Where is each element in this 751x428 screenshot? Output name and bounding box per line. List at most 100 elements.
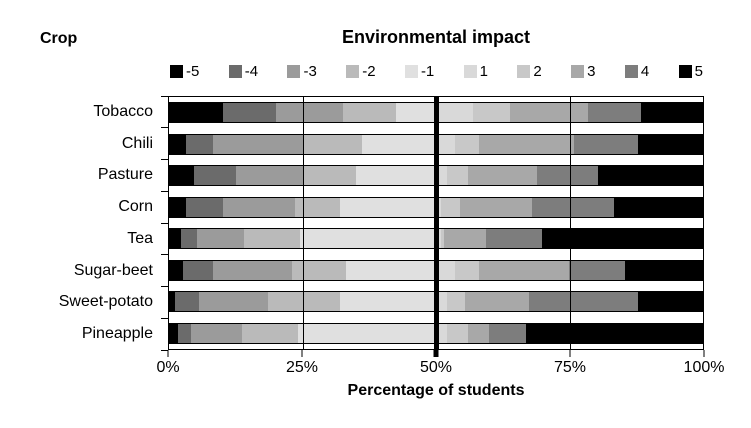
legend-label: 2	[533, 62, 542, 80]
bar-segment	[212, 134, 303, 154]
x-tick	[167, 350, 169, 357]
bar-segment	[443, 229, 487, 249]
bar-segment	[292, 260, 346, 280]
bar-segment	[361, 134, 436, 154]
bar-segment	[212, 260, 293, 280]
bar-segment	[435, 260, 455, 280]
bar-segment	[193, 166, 237, 186]
bar-segment	[183, 260, 213, 280]
bar-segment	[223, 197, 295, 217]
bar-segment	[587, 103, 641, 123]
y-tick	[161, 286, 168, 287]
bar-segment	[473, 103, 511, 123]
bar-segment	[614, 197, 702, 217]
bar-segment	[467, 323, 490, 343]
y-axis-label: Chili	[121, 134, 153, 152]
y-axis-label: Tobacco	[93, 102, 153, 120]
bar-segment	[531, 197, 615, 217]
y-axis-labels: Tobacco Chili Pasture Corn Tea Sugar-beet Swee…	[0, 96, 160, 350]
legend-label: 3	[587, 62, 596, 80]
legend-item: -3	[287, 63, 317, 80]
gridline-75pct	[569, 97, 571, 349]
stacked-bar	[169, 133, 703, 155]
bar-segment	[396, 103, 436, 123]
y-tick	[161, 222, 168, 224]
bar-segment	[180, 229, 197, 249]
bar-segment	[529, 292, 639, 312]
bar-segment	[598, 166, 702, 186]
legend-swatch	[571, 64, 585, 78]
legend-swatch	[404, 64, 418, 78]
bar-segment	[435, 134, 455, 154]
legend-label: 1	[479, 62, 489, 80]
y-axis-label: Tea	[127, 229, 153, 247]
bar-segment	[568, 260, 625, 280]
legend-label: 5	[694, 62, 703, 80]
x-tick	[703, 350, 705, 357]
legend-swatch	[624, 64, 638, 78]
x-tick-label: 50%	[419, 359, 453, 376]
x-tick-label: 75%	[553, 359, 587, 376]
legend-swatch	[517, 64, 531, 78]
y-tick	[161, 159, 168, 160]
x-tick	[301, 350, 303, 357]
bar-segment	[489, 323, 527, 343]
y-tick	[161, 349, 168, 351]
bar-segment	[170, 103, 224, 123]
bar-segment	[340, 292, 436, 312]
bar-segment	[199, 292, 269, 312]
bar-segment	[435, 166, 447, 186]
bar-segment	[241, 323, 298, 343]
bar-segment	[537, 166, 599, 186]
bar-segment	[435, 323, 447, 343]
bar-segment	[574, 134, 639, 154]
bar-segment	[175, 292, 200, 312]
plot-area	[168, 96, 704, 350]
bar-segment	[542, 229, 702, 249]
bar-segment	[478, 260, 569, 280]
legend-item: -1	[404, 63, 434, 80]
bar-segment	[478, 134, 575, 154]
bar-segment	[302, 166, 357, 186]
bar-row	[169, 223, 703, 255]
legend-item: 4	[624, 63, 649, 80]
bar-segment	[340, 197, 436, 217]
x-tick	[433, 350, 439, 357]
x-axis-title: Percentage of students	[347, 382, 525, 399]
x-axis-tick-labels: 0% 25% 50% 75% 100%	[156, 359, 724, 377]
chart-title: Environmental impact	[341, 27, 531, 47]
x-tick-label: 0%	[156, 359, 180, 376]
crop-column-header: Crop	[40, 30, 78, 47]
legend-item: -4	[228, 62, 259, 80]
x-tick-label: 25%	[285, 359, 319, 376]
gridline-25pct	[302, 97, 304, 349]
legend-swatch	[463, 64, 477, 78]
bar-segment	[624, 260, 702, 280]
bar-segment	[236, 166, 303, 186]
y-tick	[161, 190, 168, 192]
legend-item: 1	[463, 62, 489, 80]
y-axis-label: Corn	[118, 198, 153, 216]
bar-segment	[441, 197, 460, 217]
legend-item: 5	[678, 62, 703, 80]
y-tick	[161, 317, 168, 319]
x-tick	[569, 350, 571, 357]
bar-row	[169, 286, 703, 318]
bar-segment	[446, 323, 468, 343]
legend-label: -5	[186, 62, 200, 80]
stacked-bar	[169, 291, 703, 313]
legend-swatch	[678, 64, 692, 78]
legend-label: -4	[244, 62, 259, 80]
legend-item: -2	[346, 63, 376, 80]
bar-segment	[170, 260, 184, 280]
y-axis-label: Sugar-beet	[73, 261, 153, 279]
bar-segment	[467, 166, 538, 186]
bar-segment	[345, 260, 436, 280]
bar-segment	[170, 166, 194, 186]
bar-segment	[185, 134, 213, 154]
bar-segment	[441, 229, 444, 249]
bar-segment	[526, 323, 702, 343]
reference-line-50pct	[434, 97, 439, 349]
stacked-bar	[169, 228, 703, 250]
legend-swatch	[228, 64, 242, 78]
